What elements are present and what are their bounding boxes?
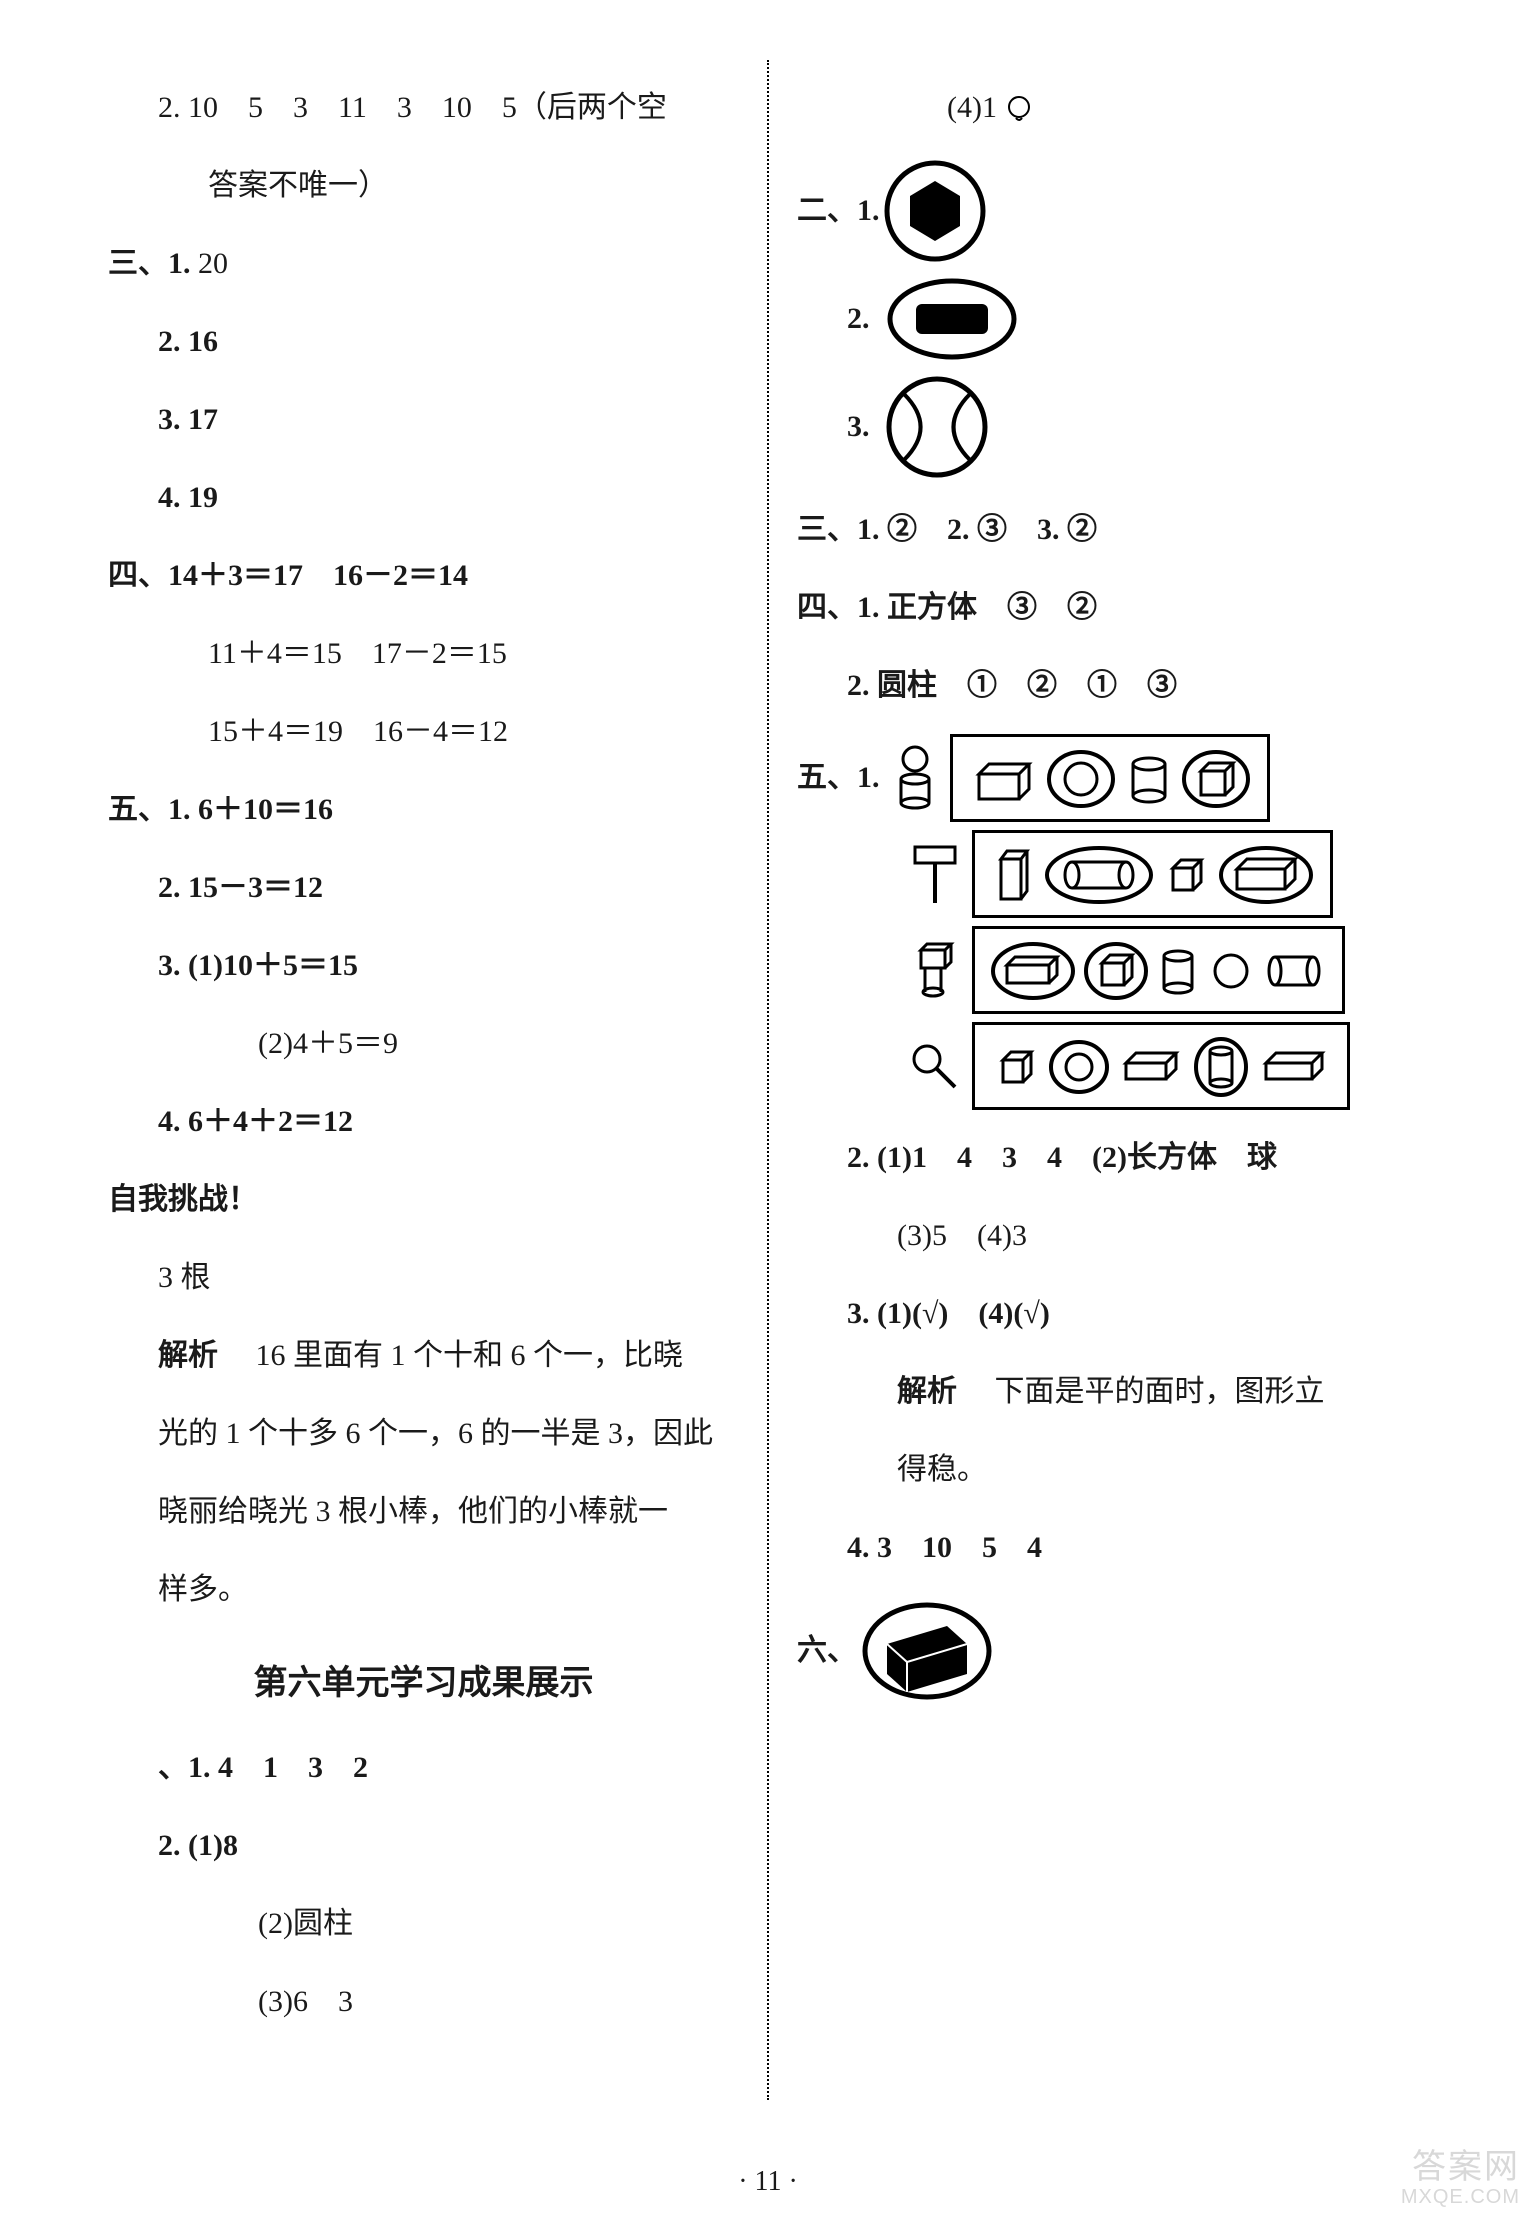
cuboid-circled-icon <box>1219 845 1314 905</box>
answer-line: 答案不唯一） <box>108 156 739 216</box>
image-answer-row <box>797 1022 1428 1110</box>
ellipse-with-block-icon <box>882 274 1022 364</box>
sphere-on-cylinder-icon <box>890 743 940 813</box>
answer-line: 3. 17 <box>108 390 739 450</box>
page: 2. 10 5 3 11 3 10 5（后两个空 答案不唯一） 三、1. 20 … <box>0 0 1536 2224</box>
circle-with-hexagon-icon <box>880 156 990 266</box>
watermark: 答案网 MXQE.COM <box>1401 2149 1520 2208</box>
answer-line: 4. 3 10 5 4 <box>797 1518 1428 1578</box>
section-label: 二、1. <box>797 181 880 241</box>
cube-circled-icon <box>1181 749 1251 809</box>
explanation-line: 得稳。 <box>797 1440 1428 1500</box>
tall-cuboid-icon <box>991 845 1036 905</box>
answer-line: 四、14＋3＝17 16－2＝14 <box>108 546 739 606</box>
answer-line: 3. (1)10＋5＝15 <box>108 936 739 996</box>
long-cuboid-icon <box>1256 1047 1331 1087</box>
explanation-line: 光的 1 个十多 6 个一，6 的一半是 3，因此 <box>108 1404 739 1464</box>
image-answer-row: 二、1. <box>797 156 1428 266</box>
explanation-line: 样多。 <box>108 1560 739 1620</box>
answer-value: 20 <box>198 247 228 280</box>
section-label: 三、1. <box>108 247 191 280</box>
jiexi-label: 解析 <box>897 1375 957 1408</box>
flat-cuboid-icon <box>1116 1047 1186 1087</box>
magnifier-icon <box>907 1039 962 1094</box>
unit6-heading: 第六单元学习成果展示 <box>108 1650 739 1718</box>
lying-cylinder-icon <box>1261 949 1326 994</box>
explanation-line: 解析 下面是平的面时，图形立 <box>797 1362 1428 1422</box>
sphere-icon <box>1209 949 1254 994</box>
image-answer-row <box>797 830 1428 918</box>
item-label: 2. <box>847 289 870 349</box>
left-column: 2. 10 5 3 11 3 10 5（后两个空 答案不唯一） 三、1. 20 … <box>80 60 769 2100</box>
jiexi-label: 解析 <box>158 1339 218 1372</box>
answer-line: (4)1 <box>797 78 1428 138</box>
challenge-heading: 自我挑战！ <box>108 1170 739 1230</box>
answer-line: 、1. 4 1 3 2 <box>108 1738 739 1798</box>
mallet-icon <box>907 839 962 909</box>
right-column: (4)1 二、1. 2. <box>769 60 1456 2100</box>
cuboid-circled-icon <box>991 941 1076 1001</box>
small-cube-icon <box>1161 850 1211 900</box>
cylinder-icon <box>1124 752 1174 807</box>
answer-line: (3)6 3 <box>108 1972 739 2032</box>
two-column-layout: 2. 10 5 3 11 3 10 5（后两个空 答案不唯一） 三、1. 20 … <box>80 60 1456 2100</box>
box-on-stand-icon <box>907 940 962 1000</box>
image-answer-row: 五、1. <box>797 734 1428 822</box>
shapes-box <box>972 1022 1350 1110</box>
answer-line: (2)4＋5＝9 <box>108 1014 739 1074</box>
sphere-circled-icon <box>1049 1040 1109 1095</box>
answer-line: 2. 15－3＝12 <box>108 858 739 918</box>
watermark-line2: MXQE.COM <box>1401 2186 1520 2208</box>
answer-line: 2. (1)8 <box>108 1816 739 1876</box>
shapes-box <box>972 926 1345 1014</box>
baseball-icon <box>882 372 992 482</box>
answer-line: (3)5 (4)3 <box>797 1206 1428 1266</box>
page-number: · 11 · <box>0 2166 1536 2198</box>
cube-circled-icon <box>1084 941 1149 1001</box>
shapes-box <box>950 734 1271 822</box>
image-answer-row: 3. <box>797 372 1428 482</box>
cube-icon <box>991 1042 1041 1092</box>
answer-line: 11＋4＝15 17－2＝15 <box>108 624 739 684</box>
answer-line: 4. 6＋4＋2＝12 <box>108 1092 739 1152</box>
answer-line: 三、1. 20 <box>108 234 739 294</box>
answer-line: 五、1. 6＋10＝16 <box>108 780 739 840</box>
answer-line: 2. 圆柱 ① ② ① ③ <box>797 656 1428 716</box>
image-answer-row: 2. <box>797 274 1428 364</box>
cylinder-circled-icon <box>1044 845 1154 905</box>
answer-line: 3 根 <box>108 1248 739 1308</box>
image-answer-row: 六、 <box>797 1596 1428 1706</box>
answer-line: 3. (1)(√) (4)(√) <box>797 1284 1428 1344</box>
shapes-box <box>972 830 1333 918</box>
black-cuboid-circled-icon <box>857 1596 997 1706</box>
cuboid-icon <box>969 754 1039 804</box>
cylinder-icon <box>1156 944 1201 999</box>
watermark-line1: 答案网 <box>1401 2149 1520 2186</box>
answer-line: 四、1. 正方体 ③ ② <box>797 578 1428 638</box>
answer-line: 三、1. ② 2. ③ 3. ② <box>797 500 1428 560</box>
section-label: 五、1. <box>797 748 880 808</box>
answer-line: 4. 19 <box>108 468 739 528</box>
answer-line: 15＋4＝19 16－4＝12 <box>108 702 739 762</box>
sphere-circled-icon <box>1046 749 1116 809</box>
answer-value: (4)1 <box>947 91 997 124</box>
item-label: 3. <box>847 397 870 457</box>
answer-line: 2. 10 5 3 11 3 10 5（后两个空 <box>108 78 739 138</box>
answer-line: 2. (1)1 4 3 4 (2)长方体 球 <box>797 1128 1428 1188</box>
explanation-text: 下面是平的面时，图形立 <box>965 1375 1325 1408</box>
answer-line: 2. 16 <box>108 312 739 372</box>
small-circle-icon <box>1004 95 1034 125</box>
section-label: 六、 <box>797 1621 857 1681</box>
explanation-line: 解析 16 里面有 1 个十和 6 个一，比晓 <box>108 1326 739 1386</box>
explanation-line: 晓丽给晓光 3 根小棒，他们的小棒就一 <box>108 1482 739 1542</box>
cylinder-circled-icon <box>1194 1037 1249 1097</box>
answer-line: (2)圆柱 <box>108 1894 739 1954</box>
explanation-text: 16 里面有 1 个十和 6 个一，比晓 <box>226 1339 684 1372</box>
image-answer-row <box>797 926 1428 1014</box>
